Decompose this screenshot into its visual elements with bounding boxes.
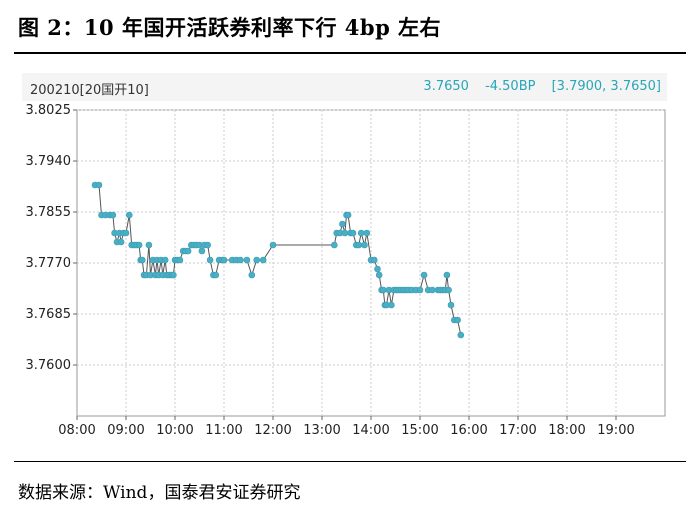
data-point (357, 229, 365, 237)
data-point (443, 271, 451, 279)
data-point (445, 286, 452, 294)
data-point (253, 256, 261, 264)
data-point (237, 256, 244, 264)
x-tick-label: 08:00 (58, 423, 95, 438)
data-point (269, 241, 277, 249)
y-tick-label: 3.8025 (26, 103, 72, 118)
data-point (361, 241, 368, 249)
x-tick-label: 13:00 (303, 423, 340, 438)
data-point (416, 286, 424, 294)
x-tick-label: 11:00 (205, 423, 242, 438)
data-point (243, 256, 251, 264)
data-point (248, 271, 256, 279)
x-tick-label: 10:00 (156, 423, 193, 438)
figure-title: 图 2：10 年国开活跃券利率下行 4bp 左右 (18, 15, 442, 40)
instrument-label: 200210[20国开10] (30, 83, 149, 98)
data-point (330, 241, 338, 249)
x-tick-label: 18:00 (548, 423, 585, 438)
yield-change: -4.50BP (485, 79, 536, 94)
data-point (454, 316, 461, 324)
y-tick-label: 3.7685 (26, 307, 72, 322)
data-point (184, 247, 192, 255)
data-point (363, 229, 371, 237)
y-tick-label: 3.7940 (26, 154, 72, 169)
data-point (161, 256, 169, 264)
y-tick-label: 3.7600 (26, 358, 72, 373)
x-tick-label: 17:00 (499, 423, 536, 438)
data-point (126, 211, 133, 219)
title-rule (14, 52, 686, 54)
data-point (139, 256, 146, 264)
data-point (420, 271, 428, 279)
data-point (259, 256, 267, 264)
last-yield: 3.7650 (423, 79, 469, 94)
data-point (349, 229, 357, 237)
data-point (388, 301, 395, 309)
data-source: 数据来源：Wind，国泰君安证券研究 (18, 483, 301, 503)
data-point (206, 256, 214, 264)
data-point (355, 241, 363, 249)
data-point (109, 211, 117, 219)
quote-info-bar: 200210[20国开10] 3.7650 -4.50BP [3.7900, 3… (22, 73, 667, 101)
data-point (344, 211, 352, 219)
data-point (370, 256, 378, 264)
data-point (212, 271, 220, 279)
data-point (374, 265, 381, 273)
yield-range: [3.7900, 3.7650] (551, 79, 661, 94)
axes: 3.8025 3.7940 3.7855 3.7770 3.7685 3.7600 08:0… (26, 103, 635, 438)
data-point (117, 238, 125, 246)
x-tick-label: 16:00 (450, 423, 487, 438)
data-point (220, 256, 228, 264)
data-point (145, 241, 153, 249)
x-tick-label: 15:00 (401, 423, 438, 438)
data-point (122, 229, 130, 237)
data-point (428, 286, 436, 294)
data-point (341, 229, 349, 237)
x-tick-label: 12:00 (254, 423, 291, 438)
data-point (135, 241, 143, 249)
data-point (339, 220, 346, 228)
data-point (170, 271, 177, 279)
yield-line-chart: 3.8025 3.7940 3.7855 3.7770 3.7685 3.7600 08:0… (26, 103, 666, 438)
data-point (204, 241, 211, 249)
data-point (379, 286, 387, 294)
source-rule (14, 461, 686, 462)
data-point (375, 271, 383, 279)
data-point (198, 247, 206, 255)
y-tick-label: 3.7770 (26, 256, 72, 271)
x-tick-label: 14:00 (352, 423, 389, 438)
x-tick-label: 09:00 (107, 423, 144, 438)
x-tick-label: 19:00 (597, 423, 634, 438)
data-point (176, 256, 184, 264)
y-tick-label: 3.7855 (26, 205, 72, 220)
data-point (447, 301, 455, 309)
data-point (95, 181, 103, 189)
quote-summary: 3.7650 -4.50BP [3.7900, 3.7650] (411, 79, 661, 94)
data-point (457, 331, 465, 339)
series (91, 181, 465, 339)
